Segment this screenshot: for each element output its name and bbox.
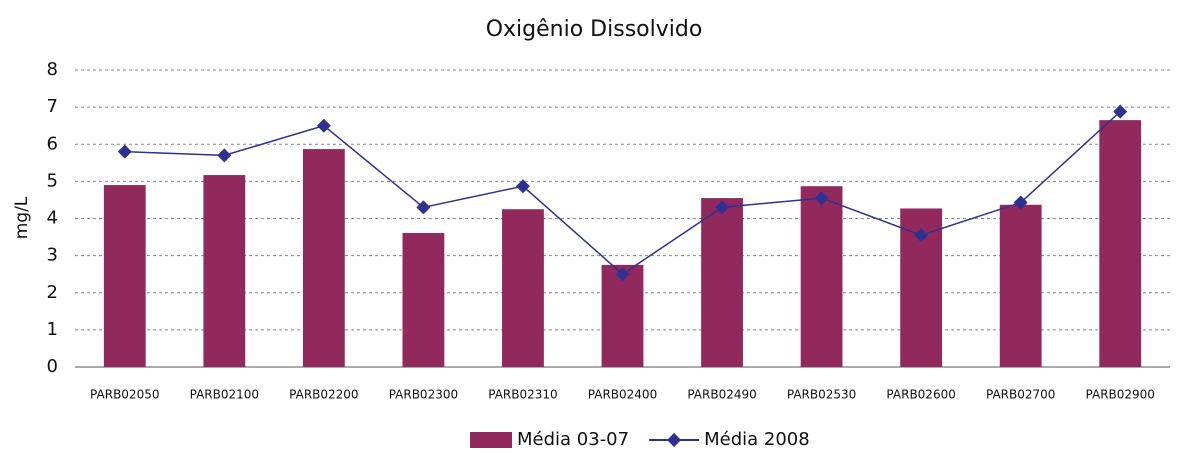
y-tick-label: 3 — [47, 245, 58, 266]
y-tick-label: 4 — [47, 208, 58, 229]
marker — [515, 179, 530, 194]
x-tick-label: PARB02200 — [289, 388, 358, 402]
marker — [814, 191, 829, 206]
line — [124, 111, 1121, 276]
x-tick-label: PARB02530 — [787, 388, 856, 402]
bar — [203, 175, 246, 367]
bar — [800, 186, 843, 367]
marker — [416, 200, 431, 215]
chart-title: Oxigênio Dissolvido — [486, 17, 703, 42]
x-tick-label: PARB02900 — [1086, 388, 1155, 402]
y-tick-label: 7 — [47, 96, 58, 117]
bar — [502, 209, 544, 367]
bar — [999, 204, 1042, 367]
marker — [914, 228, 929, 243]
bar — [701, 198, 743, 367]
x-tick-label: PARB02700 — [986, 388, 1055, 402]
marker — [217, 148, 232, 163]
x-tick-label: PARB02050 — [90, 388, 159, 402]
marker — [117, 144, 132, 159]
bar — [601, 264, 644, 367]
y-tick-label: 2 — [47, 282, 58, 303]
legend-marker — [667, 433, 682, 447]
legend-label: Média 03-07 — [517, 429, 629, 450]
y-tick-label: 8 — [47, 59, 58, 80]
marker — [1113, 104, 1128, 119]
bar — [103, 185, 146, 367]
x-tick-label: PARB02600 — [886, 388, 955, 402]
marker — [316, 118, 331, 133]
legend-swatch — [470, 432, 512, 448]
x-tick-label: PARB02400 — [588, 388, 657, 402]
x-tick-label: PARB02100 — [190, 388, 259, 402]
y-tick-label: 0 — [47, 356, 58, 377]
y-tick-label: 5 — [47, 170, 58, 191]
bar — [1099, 120, 1142, 368]
x-tick-label: PARB02490 — [687, 388, 756, 402]
y-tick-label: 6 — [47, 133, 58, 154]
y-axis-label: mg/L — [12, 196, 32, 239]
marker — [615, 267, 630, 282]
legend-label: Média 2008 — [704, 429, 810, 450]
bar — [402, 232, 445, 367]
marker — [715, 200, 730, 215]
x-tick-label: PARB02310 — [488, 388, 557, 402]
y-tick-label: 1 — [47, 319, 58, 340]
marker — [1013, 195, 1028, 210]
x-tick-label: PARB02300 — [389, 388, 458, 402]
bar — [302, 149, 345, 367]
